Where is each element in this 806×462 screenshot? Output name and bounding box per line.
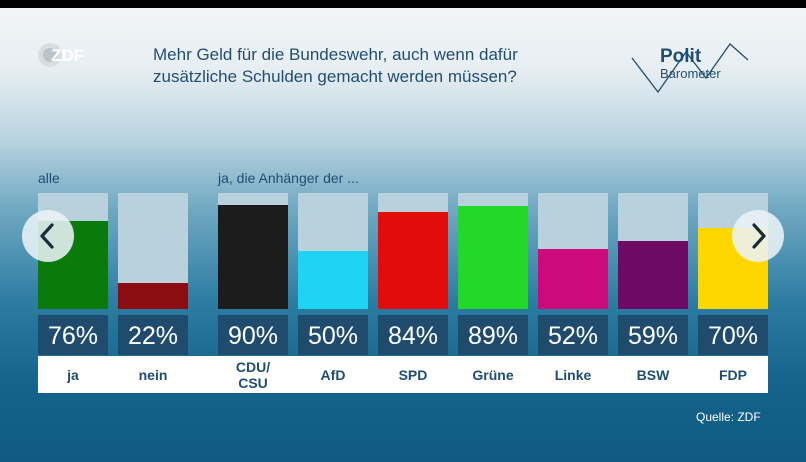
chevron-left-icon xyxy=(40,223,54,249)
bar-spd xyxy=(378,212,448,309)
data-label-afd: 50% xyxy=(298,315,368,355)
data-label-nein: 22% xyxy=(118,315,188,355)
politbarometer-word-polit: Polit xyxy=(660,46,702,67)
data-label-linke: 52% xyxy=(538,315,608,355)
data-label-fdp: 70% xyxy=(698,315,768,355)
group-label-all: alle xyxy=(38,170,60,186)
politbarometer-chart-icon xyxy=(631,43,749,94)
top-bar xyxy=(0,0,806,8)
next-button[interactable] xyxy=(732,210,784,262)
data-label-bsw: 59% xyxy=(618,315,688,355)
bar-linke xyxy=(538,249,608,309)
chevron-right-icon xyxy=(752,223,766,249)
data-label-grüne: 89% xyxy=(458,315,528,355)
chart-title-line-2: zusätzliche Schulden gemacht werden müss… xyxy=(153,67,517,86)
category-label-cdu-csu: CDU/ CSU xyxy=(218,356,288,393)
zdf-logo-graphic: ZDF xyxy=(38,43,84,67)
category-label-linke: Linke xyxy=(538,356,608,393)
data-label-spd: 84% xyxy=(378,315,448,355)
previous-button[interactable] xyxy=(22,210,74,262)
chart-title: Mehr Geld für die Bundeswehr, auch wenn … xyxy=(153,44,623,88)
chart-title-line-1: Mehr Geld für die Bundeswehr, auch wenn … xyxy=(153,45,518,64)
category-label-fdp: FDP xyxy=(698,356,768,393)
politbarometer-word-barometer: Barometer xyxy=(660,66,721,81)
bar-nein xyxy=(118,283,188,309)
group-label-supporters: ja, die Anhänger der ... xyxy=(218,170,359,186)
category-label-ja: ja xyxy=(38,356,108,393)
bar-afd xyxy=(298,251,368,309)
category-label-nein: nein xyxy=(118,356,188,393)
bar-grüne xyxy=(458,206,528,309)
category-label-afd: AfD xyxy=(298,356,368,393)
zdf-logo-text: ZDF xyxy=(51,46,84,65)
data-label-cdu-csu: 90% xyxy=(218,315,288,355)
bar-bsw xyxy=(618,241,688,309)
politbarometer-logo: Polit Barometer xyxy=(628,38,756,96)
data-label-ja: 76% xyxy=(38,315,108,355)
bar-cdu-csu xyxy=(218,205,288,309)
category-label-bsw: BSW xyxy=(618,356,688,393)
source-note: Quelle: ZDF xyxy=(696,410,761,424)
zdf-logo: ZDF xyxy=(37,42,93,68)
category-label-grüne: Grüne xyxy=(458,356,528,393)
category-label-spd: SPD xyxy=(378,356,448,393)
